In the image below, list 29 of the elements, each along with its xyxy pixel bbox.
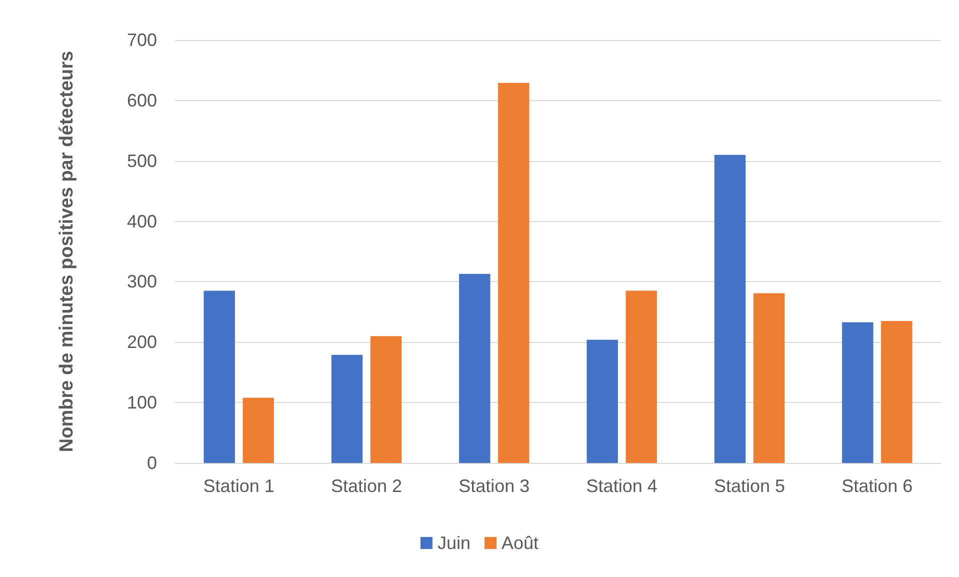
x-tick-label: Station 5 bbox=[714, 476, 786, 496]
legend-label: Juin bbox=[437, 533, 471, 553]
bar bbox=[242, 398, 274, 463]
bar bbox=[714, 154, 746, 463]
bar bbox=[626, 290, 657, 463]
y-tick-label: 100 bbox=[126, 392, 157, 413]
bar bbox=[498, 82, 530, 463]
y-tick-label: 600 bbox=[126, 90, 157, 110]
y-tick-label: 400 bbox=[126, 211, 157, 232]
x-tick-label: Station 1 bbox=[203, 476, 274, 496]
bar bbox=[204, 290, 235, 463]
y-axis-title: Nombre de minutes positives par détecteurs bbox=[56, 50, 78, 452]
x-tick-label: Station 6 bbox=[842, 476, 913, 496]
y-tick-label: 700 bbox=[126, 30, 157, 50]
y-tick-label: 500 bbox=[126, 150, 157, 171]
x-tick-label: Station 4 bbox=[586, 476, 658, 496]
bar bbox=[842, 322, 874, 463]
bar bbox=[586, 340, 618, 463]
y-tick-label: 0 bbox=[146, 453, 157, 473]
legend-label: Août bbox=[501, 533, 539, 553]
y-tick-label: 300 bbox=[126, 272, 157, 292]
bar bbox=[881, 320, 912, 463]
x-tick-label: Station 2 bbox=[330, 476, 402, 496]
bar bbox=[459, 274, 490, 463]
bar bbox=[753, 293, 785, 463]
bar bbox=[331, 354, 363, 463]
y-tick-label: 200 bbox=[126, 332, 157, 352]
x-tick-label: Station 3 bbox=[458, 476, 530, 496]
bar bbox=[370, 336, 402, 463]
